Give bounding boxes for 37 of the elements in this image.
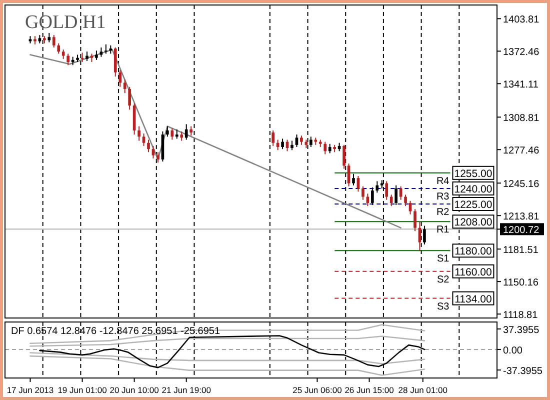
annotation: 1208.00	[454, 216, 492, 229]
x-tick-label: 17 Jun 2013	[6, 385, 54, 395]
x-tick-label: 25 Jun 06:00	[292, 385, 342, 395]
y-tick-label: 1372.46	[503, 47, 540, 58]
y-tick-label: 1403.81	[503, 14, 540, 26]
ref-line-label: R3	[436, 191, 450, 202]
annotation: 1160.00	[454, 266, 492, 278]
x-tick-label: 21 Jun 19:00	[162, 385, 212, 395]
x-tick-label: 26 Jun 15:00	[344, 385, 394, 395]
x-tick-label: 19 Jun 01:00	[58, 385, 108, 395]
annotation: 1240.00	[454, 183, 492, 196]
ref-line-label: S3	[437, 301, 450, 312]
annotation: 1134.00	[454, 293, 492, 306]
y-tick-label: 1118.81	[503, 310, 538, 322]
chart-title: DF 0.6574 12.8476 -12.8476 25.6951 -25.6951	[11, 326, 220, 337]
y-tick-label: 1213.81	[503, 212, 540, 223]
annotation: 1180.00	[454, 246, 492, 258]
ref-line-label: R4	[436, 176, 450, 187]
y-tick-label: 1277.46	[503, 146, 540, 157]
ref-line-label: R2	[436, 206, 450, 218]
y-tick-label: 1181.51	[503, 245, 539, 256]
x-tick-label: 28 Jun 01:00	[398, 385, 448, 395]
y-tick-label: 1308.81	[503, 113, 540, 124]
annotation: 1225.00	[454, 198, 492, 211]
y-tick-label: 1200.72	[503, 225, 540, 236]
y-tick-label: 1150.16	[503, 278, 539, 289]
y-tick-label: 1341.11	[503, 80, 539, 91]
x-tick-label: 20 Jun 10:00	[110, 385, 160, 395]
y-tick-label: -37.3955	[503, 366, 543, 377]
ref-line-label: S2	[437, 274, 450, 286]
chart-title: GOLD H1	[25, 12, 106, 33]
y-tick-label: 37.3955	[503, 324, 540, 336]
ref-line-label: R1	[436, 224, 450, 236]
annotation: 1255.00	[454, 168, 492, 180]
y-tick-label: 1245.16	[503, 179, 540, 190]
ref-line-label: S1	[437, 254, 450, 265]
y-tick-label: 0.00	[503, 345, 523, 356]
